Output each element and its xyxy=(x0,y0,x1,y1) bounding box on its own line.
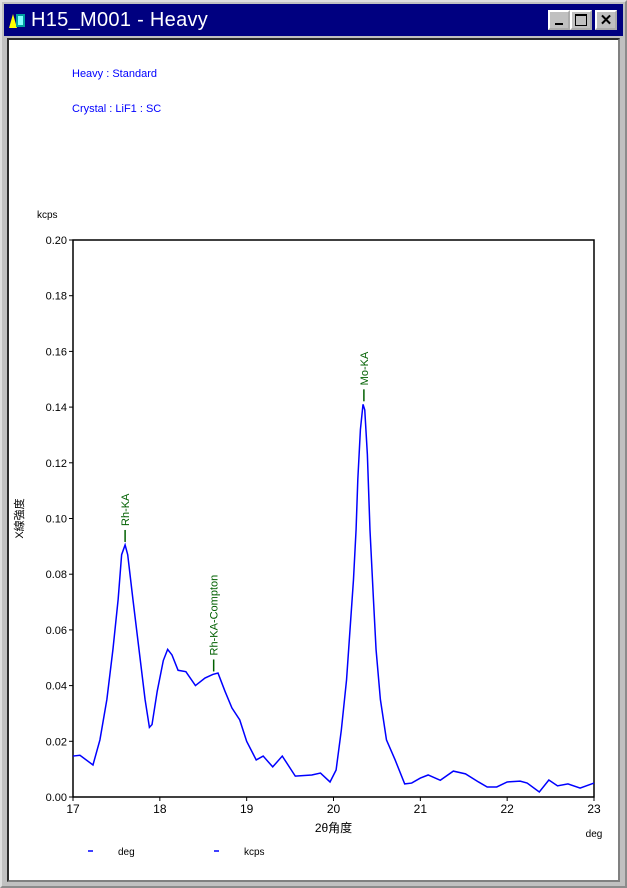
spectrum-line xyxy=(72,404,595,794)
x-axis-label: 2θ角度 xyxy=(315,820,352,835)
peak-label: Rh-KA xyxy=(120,493,132,526)
y-axis-label: X線強度 xyxy=(12,498,26,538)
x-tick-label: 23 xyxy=(587,802,601,816)
y-tick-label: 0.06 xyxy=(46,625,67,637)
minimize-button[interactable] xyxy=(548,10,570,30)
maximize-button[interactable] xyxy=(570,10,592,30)
y-tick-label: 0.16 xyxy=(46,346,67,358)
maximize-icon xyxy=(575,14,587,26)
plot-frame xyxy=(72,239,595,798)
x-tick-label: 22 xyxy=(500,802,514,816)
y-tick-label: 0.00 xyxy=(46,792,67,804)
window-title: H15_M001 - Heavy xyxy=(31,8,209,31)
y-tick-label: 0.10 xyxy=(46,514,67,526)
title-bar[interactable]: H15_M001 - Heavy ✕ xyxy=(4,4,623,36)
x-tick-label: 18 xyxy=(153,802,167,816)
x-unit-label: deg xyxy=(586,829,603,840)
chart-area: Heavy : Standard Crystal : LiF1 : SC 0.0… xyxy=(7,38,620,882)
close-icon: ✕ xyxy=(599,11,613,29)
legend-label: deg xyxy=(118,847,135,858)
peak-label: Rh-KA-Compton xyxy=(209,575,221,656)
y-tick-label: 0.14 xyxy=(46,402,67,414)
legend-label: kcps xyxy=(244,847,265,858)
y-tick-label: 0.18 xyxy=(46,291,67,303)
x-tick-label: 19 xyxy=(240,802,254,816)
info-crystal: Crystal : LiF1 : SC xyxy=(72,103,162,115)
y-unit-label: kcps xyxy=(37,210,58,221)
y-tick-label: 0.02 xyxy=(46,736,67,748)
x-tick-label: 21 xyxy=(414,802,428,816)
peak-label: Mo-KA xyxy=(359,351,371,385)
x-tick-label: 17 xyxy=(66,802,80,816)
y-tick-label: 0.20 xyxy=(46,235,67,247)
info-heavy: Heavy : Standard xyxy=(72,68,157,80)
y-tick-label: 0.08 xyxy=(46,569,67,581)
close-button[interactable]: ✕ xyxy=(595,10,617,30)
xrf-spectrum-chart: 0.00 0.02 0.04 0.06 0.08 0.10 0.12 0.14 0.16 0.18… xyxy=(12,210,603,858)
y-tick-label: 0.04 xyxy=(46,681,67,693)
minimize-icon xyxy=(555,23,563,25)
x-tick-label: 20 xyxy=(327,802,341,816)
y-tick-label: 0.12 xyxy=(46,458,67,470)
app-icon xyxy=(7,10,27,30)
